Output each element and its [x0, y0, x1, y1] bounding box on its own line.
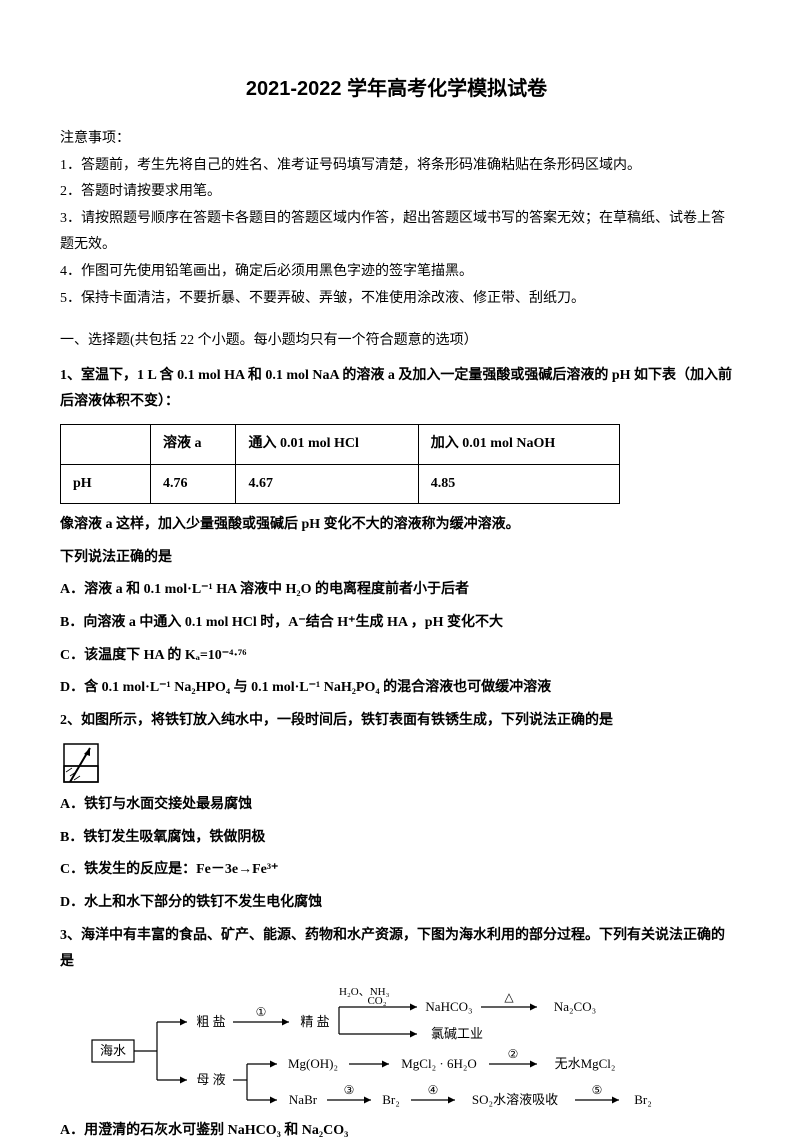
flow-co2: CO₂ — [367, 995, 386, 1007]
q3-stem: 3、海洋中有丰富的食品、矿产、能源、药物和水产资源，下图为海水利用的部分过程。下… — [60, 923, 733, 976]
flow-refined: 精 盐 — [300, 1014, 329, 1029]
q1-r1-2: 4.67 — [236, 464, 418, 504]
flow-seawater: 海水 — [99, 1043, 125, 1058]
flow-mgcl2-6h2o: MgCl₂ · 6H₂O — [401, 1056, 477, 1071]
flow-step5: ⑤ — [591, 1083, 602, 1097]
flow-anhydrous: 无水MgCl₂ — [554, 1056, 615, 1071]
flow-chloralkali: 氯碱工业 — [430, 1026, 482, 1041]
flow-step1: ① — [255, 1005, 266, 1019]
q1-stem-3: 下列说法正确的是 — [60, 545, 733, 572]
q2-stem: 2、如图所示，将铁钉放入纯水中，一段时间后，铁钉表面有铁锈生成，下列说法正确的是 — [60, 708, 733, 735]
question-3: 3、海洋中有丰富的食品、矿产、能源、药物和水产资源，下图为海水利用的部分过程。下… — [60, 923, 733, 1144]
beaker-icon — [60, 740, 106, 786]
flow-mgoh2: Mg(OH)₂ — [287, 1056, 337, 1071]
instruction-2: 2．答题时请按要求用笔。 — [60, 179, 733, 206]
q3-flow-diagram: 海水 粗 盐 母 液 ① 精 盐 H₂O、NH₃ CO₂ NaHCO₃ △ Na… — [87, 982, 707, 1112]
flow-step2: ② — [507, 1047, 518, 1061]
instruction-5: 5．保持卡面清洁，不要折暴、不要弄破、弄皱，不准使用涂改液、修正带、刮纸刀。 — [60, 286, 733, 313]
q1-th-3: 加入 0.01 mol NaOH — [418, 424, 619, 464]
flow-step4: ④ — [427, 1083, 438, 1097]
q2-option-a: A．铁钉与水面交接处最易腐蚀 — [60, 792, 733, 819]
page-title: 2021-2022 学年高考化学模拟试卷 — [60, 70, 733, 108]
q1-r1-0: pH — [61, 464, 151, 504]
flow-br2-2: Br₂ — [634, 1092, 652, 1107]
flow-br2-1: Br₂ — [382, 1092, 400, 1107]
q2-option-b: B．铁钉发生吸氧腐蚀，铁做阴极 — [60, 825, 733, 852]
flow-step3: ③ — [343, 1083, 354, 1097]
flow-na2co3: Na₂CO₃ — [553, 999, 595, 1014]
q2-option-c: C．铁发生的反应是：Fe－3e→Fe³⁺ — [60, 857, 733, 884]
instructions-heading: 注意事项： — [60, 126, 733, 153]
instructions-block: 注意事项： 1．答题前，考生先将自己的姓名、准考证号码填写清楚，将条形码准确粘贴… — [60, 126, 733, 312]
q1-option-a: A．溶液 a 和 0.1 mol·L⁻¹ HA 溶液中 H₂O 的电离程度前者小… — [60, 577, 733, 604]
instruction-4: 4．作图可先使用铅笔画出，确定后必须用黑色字迹的签字笔描黑。 — [60, 259, 733, 286]
question-1: 1、室温下，1 L 含 0.1 mol HA 和 0.1 mol NaA 的溶液… — [60, 363, 733, 702]
flow-so2: SO₂水溶液吸收 — [471, 1092, 557, 1107]
q1-th-1: 溶液 a — [151, 424, 236, 464]
q1-option-d: D．含 0.1 mol·L⁻¹ Na₂HPO₄ 与 0.1 mol·L⁻¹ Na… — [60, 675, 733, 702]
q1-r1-1: 4.76 — [151, 464, 236, 504]
q1-table: 溶液 a 通入 0.01 mol HCl 加入 0.01 mol NaOH pH… — [60, 424, 620, 504]
q1-th-0 — [61, 424, 151, 464]
q1-stem-1: 1、室温下，1 L 含 0.1 mol HA 和 0.1 mol NaA 的溶液… — [60, 363, 733, 416]
flow-delta: △ — [504, 990, 514, 1004]
flow-nahco3: NaHCO₃ — [425, 999, 472, 1014]
section-a-title: 一、选择题(共包括 22 个小题。每小题均只有一个符合题意的选项） — [60, 328, 733, 355]
q1-option-b: B．向溶液 a 中通入 0.1 mol HCl 时，A⁻结合 H⁺生成 HA ，… — [60, 610, 733, 637]
q2-option-d: D．水上和水下部分的铁钉不发生电化腐蚀 — [60, 890, 733, 917]
q1-r1-3: 4.85 — [418, 464, 619, 504]
flow-nabr: NaBr — [288, 1092, 317, 1107]
q1-th-2: 通入 0.01 mol HCl — [236, 424, 418, 464]
flow-crude: 粗 盐 — [196, 1014, 225, 1029]
flow-mother: 母 液 — [196, 1072, 225, 1087]
q1-option-c: C．该温度下 HA 的 Kₐ=10⁻⁴·⁷⁶ — [60, 643, 733, 670]
instruction-1: 1．答题前，考生先将自己的姓名、准考证号码填写清楚，将条形码准确粘贴在条形码区域… — [60, 153, 733, 180]
q1-stem-2: 像溶液 a 这样，加入少量强酸或强碱后 pH 变化不大的溶液称为缓冲溶液。 — [60, 512, 733, 539]
question-2: 2、如图所示，将铁钉放入纯水中，一段时间后，铁钉表面有铁锈生成，下列说法正确的是… — [60, 708, 733, 917]
instruction-3: 3．请按照题号顺序在答题卡各题目的答题区域内作答，超出答题区域书写的答案无效；在… — [60, 206, 733, 259]
